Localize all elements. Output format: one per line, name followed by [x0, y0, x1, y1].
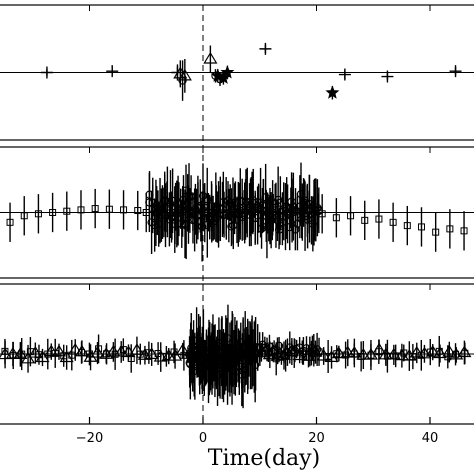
- top-point-triangle: [177, 68, 192, 81]
- middle-point-square: [6, 218, 14, 226]
- middle-point-square: [417, 223, 425, 231]
- bottom-point-square: [272, 355, 280, 363]
- bottom-point-square: [18, 350, 26, 358]
- bottom-point-square: [162, 352, 170, 360]
- bottom-point-square: [127, 355, 135, 363]
- bottom-point-square: [400, 349, 408, 357]
- middle-point-square: [375, 215, 383, 223]
- bottom-point-square: [154, 350, 162, 358]
- middle-point-circle: [314, 206, 323, 216]
- bottom-point-square: [315, 348, 323, 356]
- bottom-point-triangle: [13, 347, 28, 359]
- middle-point-square: [347, 212, 355, 220]
- top-point-plus: [106, 65, 119, 78]
- bottom-point-square: [170, 348, 178, 356]
- bottom-point-square: [119, 346, 127, 354]
- plot-layer: −20 0 20 40: [0, 4, 474, 446]
- bottom-point-square: [68, 351, 76, 359]
- bottom-point-square: [383, 352, 391, 360]
- bottom-point-circle: [268, 347, 277, 356]
- bottom-point-square: [26, 348, 34, 356]
- bottom-point-square: [357, 352, 365, 360]
- bottom-point-square: [342, 351, 350, 359]
- bottom-point-square: [9, 351, 17, 359]
- middle-point-square: [91, 205, 99, 213]
- bottom-point-square: [111, 350, 119, 358]
- top-point-plus: [449, 65, 462, 78]
- middle-point-square: [361, 216, 369, 224]
- middle-point-square: [34, 210, 42, 218]
- middle-point-square: [49, 209, 57, 216]
- bottom-point-square: [60, 352, 68, 360]
- bottom-point-square: [409, 353, 417, 361]
- x-tick-label: 0: [199, 431, 207, 446]
- bottom-point-circle: [312, 345, 322, 354]
- middle-point-square: [432, 228, 440, 236]
- middle-point-square: [77, 206, 85, 214]
- bottom-panel-frame: [0, 283, 474, 425]
- middle-point-square: [63, 207, 71, 215]
- middle-point-square: [389, 218, 397, 226]
- top-point-star: [220, 65, 235, 79]
- x-axis-label: Time(day): [208, 446, 320, 471]
- bottom-point-square: [145, 349, 153, 357]
- middle-point-square: [120, 206, 128, 214]
- bottom-point-square: [44, 350, 52, 358]
- bottom-point-square: [444, 353, 452, 361]
- middle-panel-frame: [0, 146, 474, 279]
- bottom-point-triangle: [432, 346, 448, 359]
- bottom-point-circle: [260, 343, 269, 353]
- top-point-plus: [381, 70, 394, 83]
- x-tick-label: 20: [308, 431, 325, 446]
- bottom-point-square: [375, 348, 383, 356]
- middle-point-square: [105, 205, 113, 213]
- top-point-plus: [259, 42, 272, 55]
- bottom-point-triangle: [175, 343, 190, 356]
- bottom-point-triangle: [83, 350, 98, 362]
- middle-point-square: [20, 212, 28, 220]
- bottom-point-square: [136, 350, 144, 358]
- top-point-plus: [338, 68, 351, 81]
- middle-point-square: [134, 207, 142, 215]
- bottom-point-circle: [274, 341, 284, 351]
- top-point-circle: [178, 76, 187, 85]
- bottom-point-square: [392, 352, 400, 360]
- x-tick-label: 40: [422, 431, 439, 446]
- bottom-point-square: [333, 350, 341, 358]
- middle-point-square: [332, 214, 340, 222]
- bottom-point-square: [452, 350, 460, 358]
- bottom-point-square: [95, 345, 103, 353]
- bottom-point-square: [51, 349, 59, 357]
- bottom-point-square: [350, 350, 358, 358]
- bottom-point-square: [435, 347, 443, 355]
- bottom-point-square: [1, 347, 9, 355]
- bottom-point-square: [461, 349, 469, 357]
- top-panel-frame: [0, 4, 474, 141]
- middle-point-square: [446, 225, 454, 233]
- bottom-point-circle: [308, 343, 317, 353]
- middle-point-square: [460, 227, 468, 235]
- bottom-point-square: [78, 349, 86, 357]
- bottom-point-square: [367, 351, 375, 359]
- middle-point-circle: [197, 222, 207, 231]
- middle-point-square: [403, 222, 411, 230]
- top-point-triangle: [203, 51, 218, 64]
- x-tick-label: −20: [76, 431, 103, 446]
- bottom-point-square: [103, 350, 111, 358]
- bottom-point-square: [426, 348, 434, 356]
- top-point-plus: [40, 66, 53, 79]
- bottom-point-square: [85, 350, 93, 358]
- bottom-point-square: [417, 351, 425, 359]
- middle-point-circle: [249, 196, 258, 205]
- bottom-point-triangle: [331, 346, 346, 359]
- bottom-point-square: [324, 352, 332, 360]
- bottom-point-square: [35, 351, 43, 359]
- top-point-star: [325, 85, 340, 99]
